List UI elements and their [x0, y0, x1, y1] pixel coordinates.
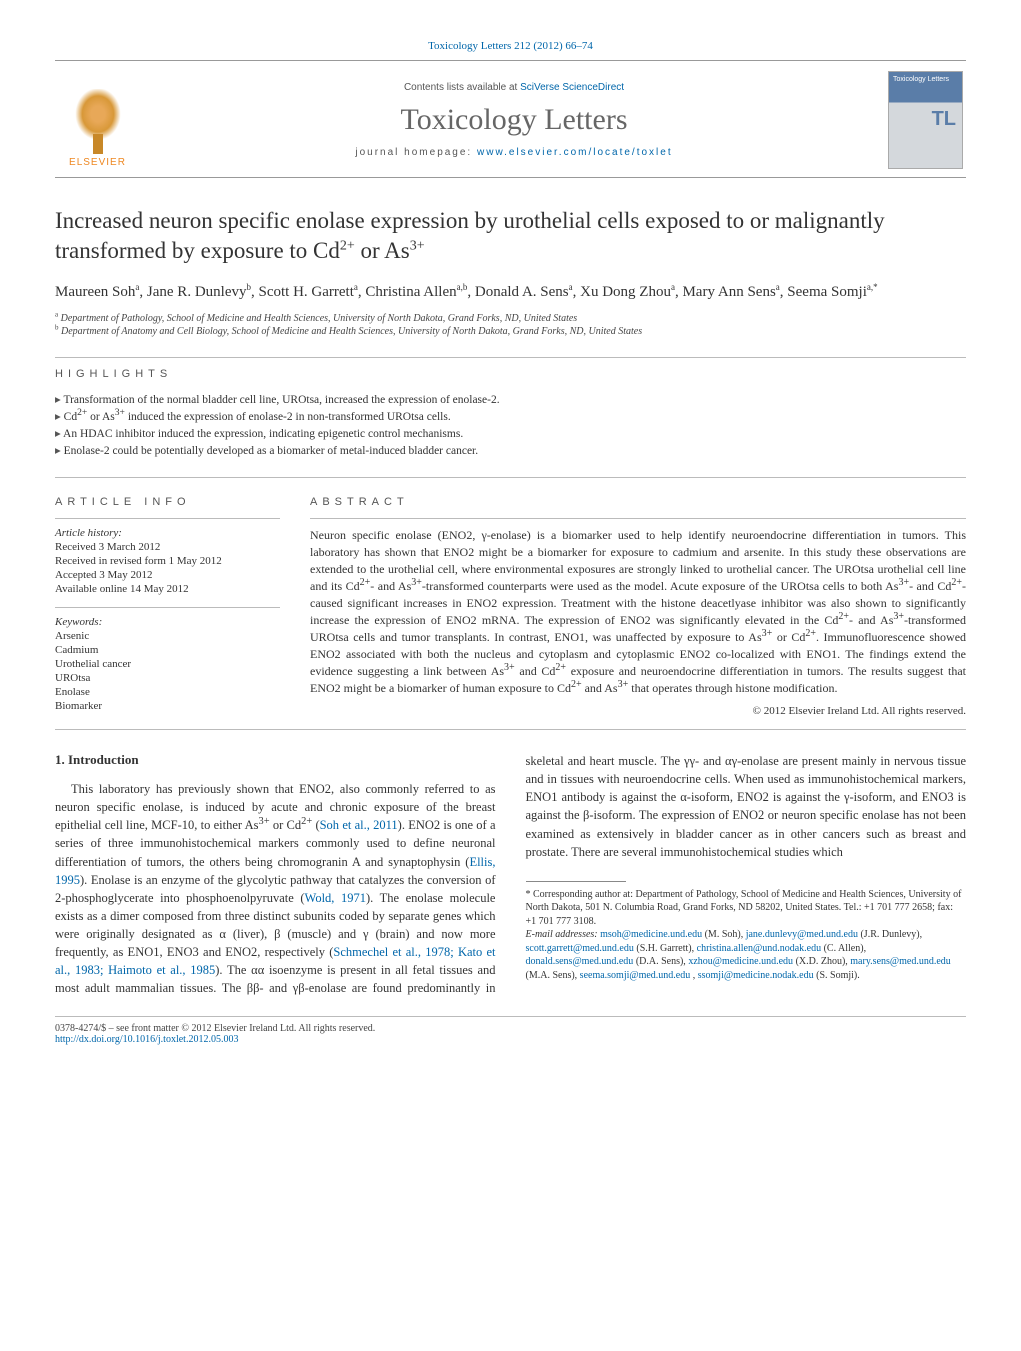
title-mid: or As — [355, 238, 410, 263]
homepage-line: journal homepage: www.elsevier.com/locat… — [140, 147, 888, 158]
email-link[interactable]: mary.sens@med.und.edu — [850, 956, 950, 967]
top-citation: Toxicology Letters 212 (2012) 66–74 — [55, 40, 966, 52]
keyword-item: Biomarker — [55, 700, 280, 712]
author: Xu Dong Zhoua — [580, 284, 675, 300]
homepage-link[interactable]: www.elsevier.com/locate/toxlet — [477, 147, 673, 158]
article-history-heading: Article history: — [55, 527, 280, 539]
author: Christina Allena,b — [365, 284, 467, 300]
front-matter-line: 0378-4274/$ – see front matter © 2012 El… — [55, 1023, 966, 1034]
history-item: Accepted 3 May 2012 — [55, 569, 280, 581]
homepage-prefix: journal homepage: — [355, 147, 477, 158]
keyword-item: Arsenic — [55, 630, 280, 642]
email-footnote: E-mail addresses: msoh@medicine.und.edu … — [526, 928, 967, 982]
abstract-text: Neuron specific enolase (ENO2, γ-enolase… — [310, 527, 966, 697]
highlight-item: Enolase-2 could be potentially developed… — [55, 443, 966, 457]
email-link[interactable]: scott.garrett@med.und.edu — [526, 943, 634, 954]
doi-link[interactable]: http://dx.doi.org/10.1016/j.toxlet.2012.… — [55, 1034, 238, 1045]
email-link[interactable]: seema.somji@med.und.edu — [580, 970, 691, 981]
affiliation-a: a Department of Pathology, School of Med… — [55, 313, 966, 324]
footnote-rule — [526, 881, 626, 882]
intro-heading: 1. Introduction — [55, 752, 496, 768]
journal-link-top[interactable]: Toxicology Letters 212 (2012) 66–74 — [428, 40, 593, 52]
divider — [55, 729, 966, 730]
highlight-item: An HDAC inhibitor induced the expression… — [55, 426, 966, 440]
email-link[interactable]: donald.sens@med.und.edu — [526, 956, 634, 967]
keyword-item: UROtsa — [55, 672, 280, 684]
author: Mary Ann Sensa — [682, 284, 779, 300]
elsevier-tree-icon — [63, 89, 133, 154]
author: Seema Somjia,* — [787, 284, 877, 300]
ref-link[interactable]: Ellis, 1995 — [55, 855, 496, 887]
ref-link[interactable]: Soh et al., 2011 — [320, 818, 398, 832]
email-link[interactable]: ssomji@medicine.nodak.edu — [698, 970, 814, 981]
publisher-logo-block: ELSEVIER — [55, 73, 140, 168]
abstract-label: ABSTRACT — [310, 496, 966, 508]
contents-prefix: Contents lists available at — [404, 82, 520, 93]
title-sup2: 3+ — [410, 238, 425, 253]
author: Scott H. Garretta — [258, 284, 357, 300]
highlights-list: Transformation of the normal bladder cel… — [55, 392, 966, 457]
divider — [55, 477, 966, 478]
article-info-label: ARTICLE INFO — [55, 496, 280, 508]
journal-title: Toxicology Letters — [140, 103, 888, 137]
email-link[interactable]: christina.allen@und.nodak.edu — [697, 943, 821, 954]
email-link[interactable]: jane.dunlevy@med.und.edu — [746, 929, 858, 940]
keyword-item: Urothelial cancer — [55, 658, 280, 670]
highlight-item: Cd2+ or As3+ induced the expression of e… — [55, 409, 966, 423]
sciencedirect-link[interactable]: SciVerse ScienceDirect — [520, 82, 624, 93]
title-part1: Increased neuron specific enolase expres… — [55, 208, 885, 263]
authors-line: Maureen Soha, Jane R. Dunlevyb, Scott H.… — [55, 282, 966, 303]
history-item: Received 3 March 2012 — [55, 541, 280, 553]
abstract-copyright: © 2012 Elsevier Ireland Ltd. All rights … — [310, 705, 966, 717]
divider — [55, 357, 966, 358]
page-footer: 0378-4274/$ – see front matter © 2012 El… — [55, 1016, 966, 1045]
author: Maureen Soha — [55, 284, 139, 300]
keyword-item: Cadmium — [55, 644, 280, 656]
journal-cover-thumbnail: TL — [888, 71, 963, 169]
article-title: Increased neuron specific enolase expres… — [55, 206, 966, 266]
author: Donald A. Sensa — [475, 284, 573, 300]
affiliation-b: b Department of Anatomy and Cell Biology… — [55, 326, 966, 337]
email-link[interactable]: xzhou@medicine.und.edu — [688, 956, 793, 967]
highlight-item: Transformation of the normal bladder cel… — [55, 392, 966, 406]
history-item: Received in revised form 1 May 2012 — [55, 555, 280, 567]
contents-line: Contents lists available at SciVerse Sci… — [140, 82, 888, 93]
keyword-item: Enolase — [55, 686, 280, 698]
highlights-label: HIGHLIGHTS — [55, 368, 966, 380]
ref-link[interactable]: Wold, 1971 — [305, 891, 366, 905]
history-item: Available online 14 May 2012 — [55, 583, 280, 595]
author: Jane R. Dunlevyb — [147, 284, 251, 300]
cover-badge: TL — [932, 108, 956, 131]
keywords-heading: Keywords: — [55, 616, 280, 628]
elsevier-label: ELSEVIER — [69, 157, 126, 168]
title-sup1: 2+ — [340, 238, 355, 253]
email-link[interactable]: msoh@medicine.und.edu — [600, 929, 702, 940]
corresponding-author-footnote: * Corresponding author at: Department of… — [526, 888, 967, 929]
header-banner: ELSEVIER Contents lists available at Sci… — [55, 60, 966, 178]
ref-link[interactable]: Schmechel et al., 1978; Kato et al., 198… — [55, 945, 496, 977]
